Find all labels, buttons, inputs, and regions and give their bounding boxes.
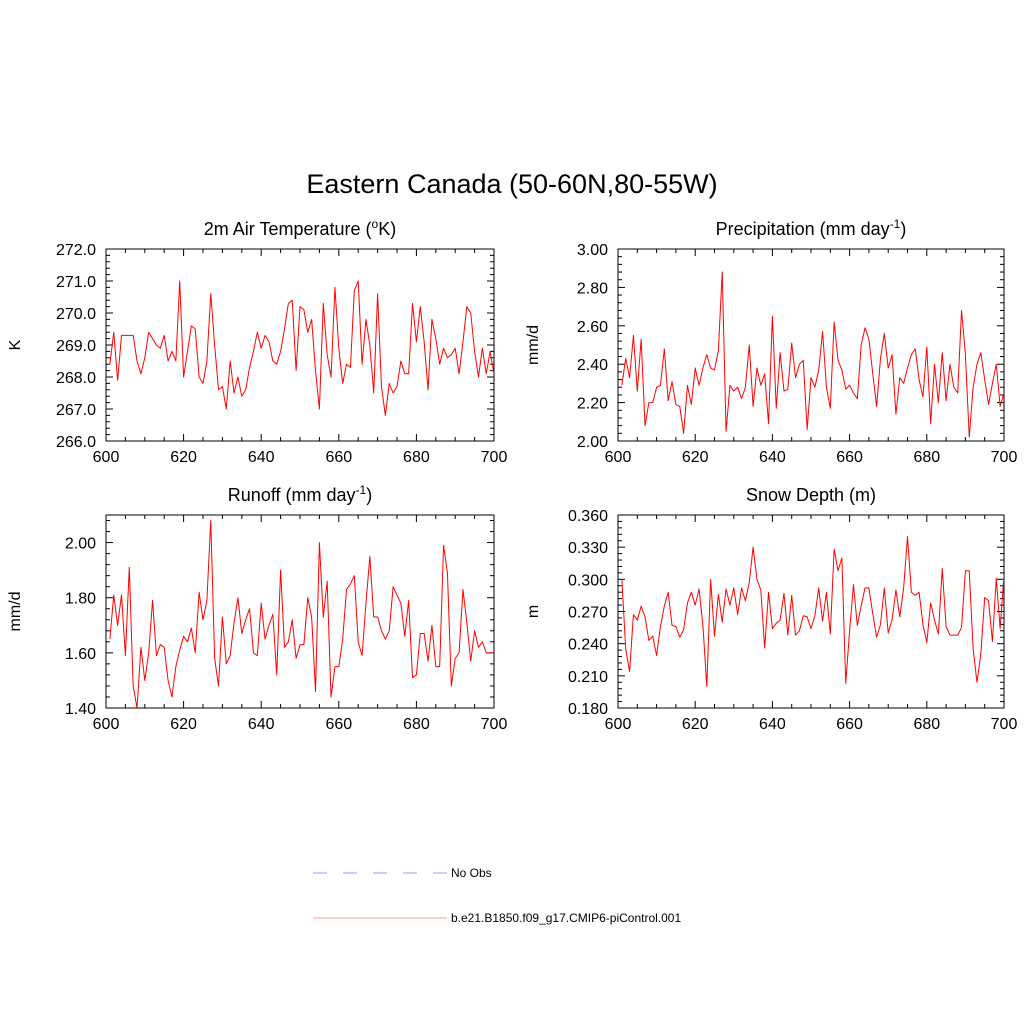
- runoff-y-axis-label: mm/d: [7, 592, 24, 632]
- runoff-series-line: [109, 520, 494, 708]
- air-temperature-x-tick-label: 660: [325, 449, 352, 466]
- precipitation-y-tick-label: 2.80: [577, 280, 608, 297]
- snow-depth-title: Snow Depth (m): [746, 485, 876, 505]
- runoff-y-tick-label: 1.40: [65, 701, 96, 718]
- air-temperature-y-tick-label: 269.0: [56, 338, 96, 355]
- precipitation-series-line: [621, 271, 1004, 438]
- air-temperature-y-axis-label: K: [7, 339, 24, 350]
- runoff-x-tick-label: 660: [325, 716, 352, 733]
- snow-depth-y-tick-label: 0.210: [568, 669, 608, 686]
- air-temperature-x-tick-label: 600: [93, 449, 120, 466]
- runoff-x-tick-label: 680: [403, 716, 430, 733]
- legend-label-no-obs: No Obs: [451, 866, 492, 880]
- air-temperature-y-tick-label: 272.0: [56, 242, 96, 259]
- precipitation-y-tick-label: 2.60: [577, 319, 608, 336]
- runoff-x-tick-label: 600: [93, 716, 120, 733]
- runoff-x-tick-label: 620: [170, 716, 197, 733]
- air-temperature-x-tick-label: 700: [481, 449, 508, 466]
- snow-depth-y-tick-label: 0.300: [568, 572, 608, 589]
- air-temperature-y-tick-label: 266.0: [56, 434, 96, 451]
- runoff-y-tick-label: 1.60: [65, 646, 96, 663]
- snow-depth-y-tick-label: 0.270: [568, 605, 608, 622]
- snow-depth-x-tick-label: 620: [682, 716, 709, 733]
- snow-depth-x-tick-label: 600: [605, 716, 632, 733]
- snow-depth-y-tick-label: 0.240: [568, 637, 608, 654]
- precipitation-x-tick-label: 620: [682, 449, 709, 466]
- snow-depth-x-tick-label: 700: [991, 716, 1018, 733]
- snow-depth-y-tick-label: 0.180: [568, 701, 608, 718]
- precipitation-x-tick-label: 700: [991, 449, 1018, 466]
- runoff-title: Runoff (mm day-1): [228, 483, 372, 505]
- precipitation-y-tick-label: 3.00: [577, 242, 608, 259]
- legend: No Obs b.e21.B1850.f09_g17.CMIP6-piContr…: [313, 866, 681, 925]
- snow-depth-x-tick-label: 640: [759, 716, 786, 733]
- air-temperature-series-line: [109, 280, 494, 416]
- snow-depth-x-tick-label: 680: [913, 716, 940, 733]
- panel-air-temperature: 600 620 640 660 680 700 266.0 267.0 268.0 269.0 27…: [7, 217, 507, 466]
- snow-depth-frame: [617, 514, 1005, 709]
- runoff-x-tick-label: 700: [481, 716, 508, 733]
- air-temperature-x-tick-label: 620: [170, 449, 197, 466]
- legend-label-model: b.e21.B1850.f09_g17.CMIP6-piControl.001: [451, 911, 681, 925]
- panel-precipitation: 600 620 640 660 680 700 2.00 2.20 2.40 2.60 2.80 3.…: [525, 217, 1017, 466]
- snow-depth-y-tick-label: 0.330: [568, 540, 608, 557]
- air-temperature-x-tick-label: 640: [248, 449, 275, 466]
- snow-depth-x-tick-label: 660: [836, 716, 863, 733]
- runoff-y-tick-label: 2.00: [65, 536, 96, 553]
- precipitation-y-tick-label: 2.20: [577, 396, 608, 413]
- precipitation-y-tick-label: 2.00: [577, 434, 608, 451]
- snow-depth-y-axis-label: m: [525, 605, 542, 618]
- precipitation-x-tick-label: 600: [605, 449, 632, 466]
- panel-runoff: 600 620 640 660 680 700 1.40 1.60 1.80 2.00 mm/d Ru…: [7, 483, 507, 733]
- air-temperature-y-tick-label: 268.0: [56, 370, 96, 387]
- air-temperature-x-tick-label: 680: [403, 449, 430, 466]
- air-temperature-y-tick-label: 271.0: [56, 274, 96, 291]
- precipitation-x-tick-label: 680: [913, 449, 940, 466]
- figure-title: Eastern Canada (50-60N,80-55W): [306, 169, 717, 199]
- runoff-frame: [105, 514, 495, 709]
- precipitation-frame: [617, 248, 1005, 442]
- snow-depth-series-line: [621, 535, 1004, 688]
- precipitation-y-tick-label: 2.40: [577, 357, 608, 374]
- air-temperature-y-tick-label: 267.0: [56, 402, 96, 419]
- air-temperature-y-tick-label: 270.0: [56, 306, 96, 323]
- air-temperature-frame: [105, 248, 495, 442]
- precipitation-y-axis-label: mm/d: [525, 325, 542, 365]
- precipitation-x-tick-label: 660: [836, 449, 863, 466]
- panel-snow-depth: 600 620 640 660 680 700 0.180 0.210 0.240 0.270 0.…: [525, 485, 1017, 733]
- precipitation-title: Precipitation (mm day-1): [716, 217, 907, 239]
- runoff-y-tick-label: 1.80: [65, 591, 96, 608]
- air-temperature-title: 2m Air Temperature (oK): [204, 217, 396, 239]
- runoff-x-tick-label: 640: [248, 716, 275, 733]
- precipitation-x-tick-label: 640: [759, 449, 786, 466]
- snow-depth-y-tick-label: 0.360: [568, 508, 608, 525]
